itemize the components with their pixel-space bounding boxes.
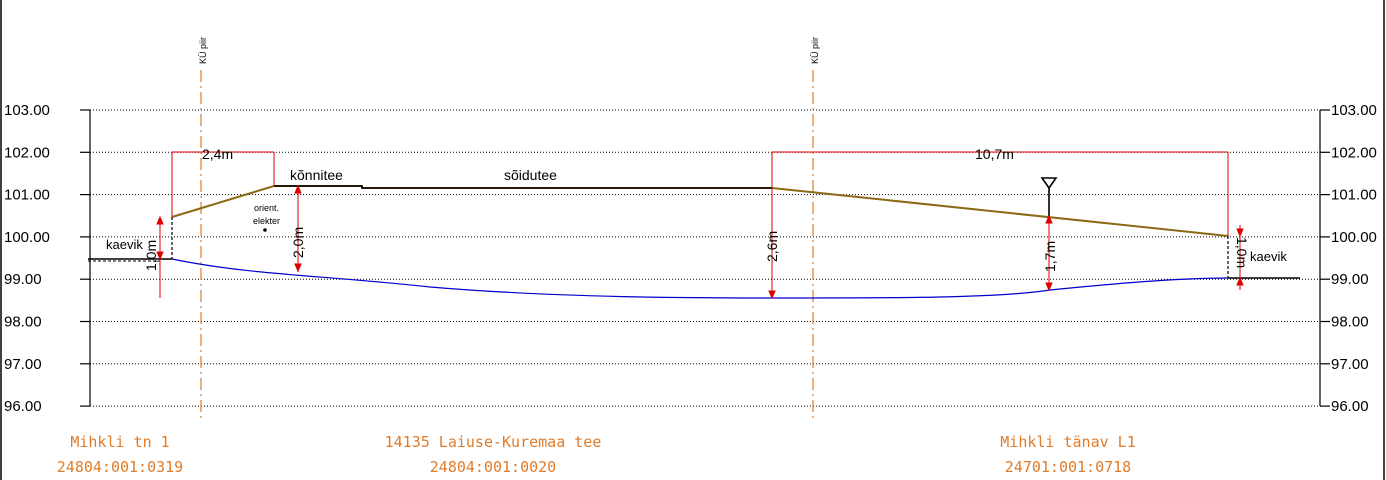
boundary-label-left: KÜ piir (198, 37, 208, 64)
orient-label-1: orient. (254, 203, 279, 213)
parcel-3-name: Mihkli tänav L1 (1000, 433, 1135, 451)
elevation-label-right: 99.00 (1331, 271, 1369, 288)
elevation-label-left: 98.00 (4, 314, 42, 331)
elevation-label-left: 101.00 (4, 187, 50, 204)
elevation-label-left: 103.00 (4, 102, 50, 119)
elevation-grid: 103.00 103.00 102.00 102.00 101.00 101.00 100.… (4, 102, 1377, 415)
label-konnitee: kõnnitee (290, 167, 343, 183)
parcel-1-name: Mihkli tn 1 (70, 433, 169, 451)
dimension-width-right (771, 151, 1229, 236)
dimension-width-right-label: 10,7m (975, 146, 1014, 162)
ground-line (171, 185, 1229, 237)
depth-label-1: 1,0m (143, 240, 159, 271)
pipe-line (171, 258, 1229, 299)
elevation-label-right: 96.00 (1331, 398, 1369, 415)
elevation-label-left: 96.00 (4, 398, 42, 415)
boundary-label-right: KÜ piir (810, 37, 820, 64)
parcel-3-code: 24701:001:0718 (1005, 458, 1131, 476)
depth-label-2: 2,0m (290, 227, 306, 258)
road-surface (274, 185, 772, 189)
elevation-label-right: 100.00 (1331, 229, 1377, 246)
dimension-width-left (171, 151, 275, 217)
elevation-label-left: 100.00 (4, 229, 50, 246)
parcel-2-name: 14135 Laiuse-Kuremaa tee (385, 433, 602, 451)
parcel-1-code: 24804:001:0319 (57, 458, 183, 476)
elevation-label-right: 97.00 (1331, 356, 1369, 373)
electric-cable-point (263, 228, 267, 232)
parcel-2-code: 24804:001:0020 (430, 458, 556, 476)
depth-label-5: 1,0m (1234, 237, 1250, 268)
dimension-depths (156, 184, 1244, 300)
elevation-label-right: 98.00 (1331, 314, 1369, 331)
dimension-width-left-label: 2,4m (202, 146, 233, 162)
elevation-label-right: 101.00 (1331, 187, 1377, 204)
elevation-label-left: 102.00 (4, 144, 50, 161)
label-kaevik-right: kaevik (1250, 249, 1287, 264)
elevation-label-left: 99.00 (4, 271, 42, 288)
elevation-label-right: 103.00 (1331, 102, 1377, 119)
label-kaevik-left: kaevik (106, 237, 143, 252)
elevation-label-left: 97.00 (4, 356, 42, 373)
elevation-label-right: 102.00 (1331, 144, 1377, 161)
water-level-marker (1040, 177, 1058, 216)
depth-label-4: 1,7m (1042, 241, 1058, 272)
depth-label-3: 2,6m (764, 231, 780, 262)
label-soidutee: sõidutee (504, 167, 557, 183)
orient-label-2: elekter (253, 216, 280, 226)
